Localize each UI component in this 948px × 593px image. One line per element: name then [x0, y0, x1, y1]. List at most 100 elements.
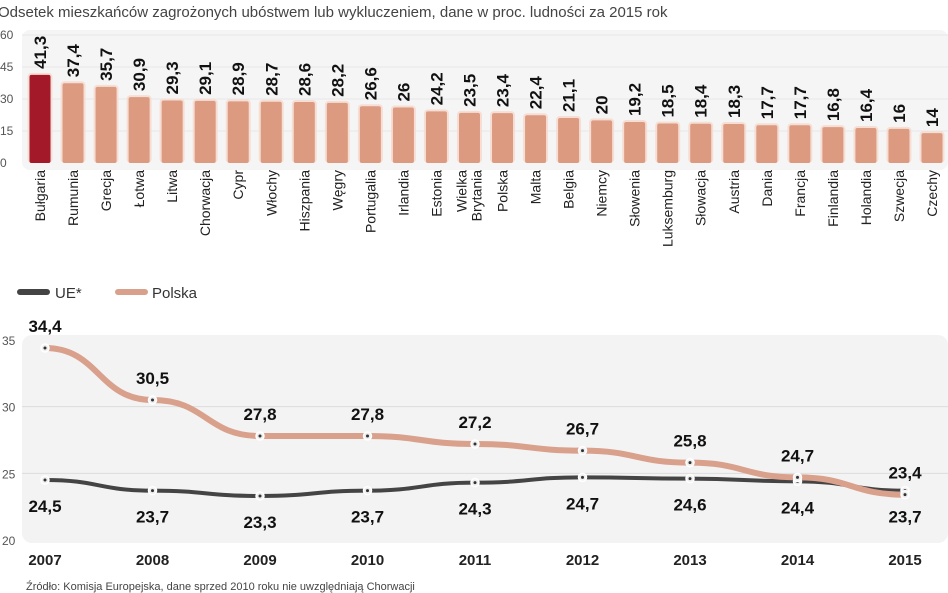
- bar-value-label: 21,1: [560, 79, 579, 112]
- bar: [161, 100, 183, 163]
- bar-category-label: Łotwa: [131, 170, 147, 208]
- point-label-ue: 24,6: [673, 496, 706, 515]
- source-note: Źródło: Komisja Europejska, dane sprzed …: [26, 580, 415, 593]
- bar-value-label: 17,7: [791, 86, 810, 119]
- legend-label-ue: UE*: [55, 285, 82, 302]
- line-x-tick: 2008: [136, 552, 169, 569]
- bar-value-label: 37,4: [64, 44, 83, 78]
- bar-value-label: 18,4: [692, 84, 711, 118]
- line-x-tick: 2011: [459, 552, 492, 569]
- bar-category-label: Słowenia: [627, 170, 643, 227]
- bar: [359, 106, 381, 163]
- point-dot-polska: [151, 398, 154, 402]
- line-x-tick: 2009: [243, 552, 276, 569]
- bar: [62, 83, 84, 163]
- point-label-polska: 25,8: [673, 432, 706, 451]
- bar: [260, 101, 282, 163]
- bar-value-label: 29,1: [196, 62, 215, 95]
- bar-category-label: Austria: [726, 170, 742, 214]
- bar-value-label: 28,6: [295, 63, 314, 96]
- point-dot-polska: [473, 442, 477, 446]
- bar-category-label: Słowacja: [693, 170, 709, 226]
- point-dot-polska: [903, 493, 907, 497]
- bar: [425, 111, 447, 163]
- bar-value-label: 23,4: [494, 73, 513, 107]
- point-label-ue: 23,3: [243, 513, 276, 532]
- bar: [624, 122, 646, 163]
- bar-value-label: 18,3: [725, 85, 744, 118]
- bar: [128, 97, 150, 163]
- bar-category-label: Węgry: [329, 170, 345, 210]
- point-label-polska: 30,5: [136, 369, 169, 388]
- point-label-ue: 24,3: [458, 500, 491, 519]
- bar-chart-title: Odsetek mieszkańców zagrożonych ubóstwem…: [0, 4, 668, 21]
- bar-value-label: 23,5: [460, 74, 479, 107]
- bar: [558, 117, 580, 163]
- point-dot-ue: [473, 481, 477, 485]
- bar-category-label: Rumunia: [65, 170, 81, 226]
- line-x-tick: 2013: [673, 552, 706, 569]
- bar-value-label: 30,9: [130, 58, 149, 91]
- bar: [293, 101, 315, 163]
- point-label-ue: 23,7: [888, 508, 921, 527]
- bar-value-label: 22,4: [527, 76, 546, 110]
- bar-y-tick: 45: [0, 60, 14, 74]
- bar-category-label: Holandia: [858, 170, 874, 225]
- bar-plot-panel: [22, 30, 948, 170]
- point-label-polska: 34,4: [28, 317, 62, 336]
- bar-category-label: Włochy: [263, 170, 279, 216]
- bar: [855, 128, 877, 163]
- point-dot-ue: [688, 477, 692, 481]
- bar: [723, 123, 745, 163]
- bar-value-label: 26: [394, 83, 413, 102]
- bar-value-label: 16,4: [857, 88, 876, 122]
- line-plot-panel: [22, 335, 948, 543]
- bar-category-label: Bułgaria: [32, 170, 48, 222]
- bar-value-label: 41,3: [31, 36, 50, 69]
- point-label-polska: 24,7: [781, 446, 814, 465]
- legend-label-polska: Polska: [152, 285, 198, 302]
- line-y-tick: 30: [2, 401, 16, 415]
- bar-category-label: Irlandia: [395, 170, 411, 216]
- bar-category-label: Cypr: [230, 170, 246, 200]
- bar: [95, 86, 117, 163]
- bar-value-label: 24,2: [427, 72, 446, 105]
- bar: [227, 101, 249, 163]
- bar-category-label: Chorwacja: [197, 170, 213, 236]
- bar-category-label: Dania: [759, 170, 775, 207]
- bar-category-label: Niemcy: [594, 170, 610, 217]
- bar-category-label: Francja: [792, 170, 808, 217]
- bar-value-label: 28,7: [262, 63, 281, 96]
- bar-category-label: Portugalia: [362, 170, 378, 233]
- bar-category-label: Litwa: [164, 170, 180, 203]
- bar-y-tick: 60: [0, 28, 14, 42]
- point-dot-polska: [43, 346, 47, 350]
- bar-y-tick: 0: [0, 156, 7, 170]
- point-dot-ue: [151, 489, 154, 493]
- bar-value-label: 17,7: [758, 86, 777, 119]
- line-x-tick: 2007: [28, 552, 61, 569]
- bar-category-label: Luksemburg: [660, 170, 676, 247]
- bar-category-label: Szwecja: [891, 170, 907, 222]
- bar-y-tick: 15: [0, 124, 14, 138]
- bar-category-label: Finlandia: [825, 170, 841, 227]
- point-dot-polska: [581, 449, 584, 453]
- bar-value-label: 28,9: [229, 62, 248, 95]
- bar-value-label: 19,2: [626, 83, 645, 116]
- bar-value-label: 20: [593, 95, 612, 114]
- point-label-polska: 27,8: [351, 405, 384, 424]
- point-label-ue: 24,5: [28, 497, 61, 516]
- bar: [458, 112, 480, 163]
- point-label-polska: 27,8: [243, 405, 276, 424]
- point-label-ue: 23,7: [351, 508, 384, 527]
- point-dot-polska: [796, 475, 799, 479]
- point-dot-polska: [258, 434, 262, 438]
- bar: [888, 128, 910, 163]
- bar-category-label: Czechy: [924, 170, 940, 217]
- bar: [194, 100, 216, 163]
- line-x-tick: 2010: [351, 552, 384, 569]
- bar: [492, 113, 514, 163]
- point-dot-ue: [366, 489, 369, 493]
- line-x-tick: 2015: [888, 552, 921, 569]
